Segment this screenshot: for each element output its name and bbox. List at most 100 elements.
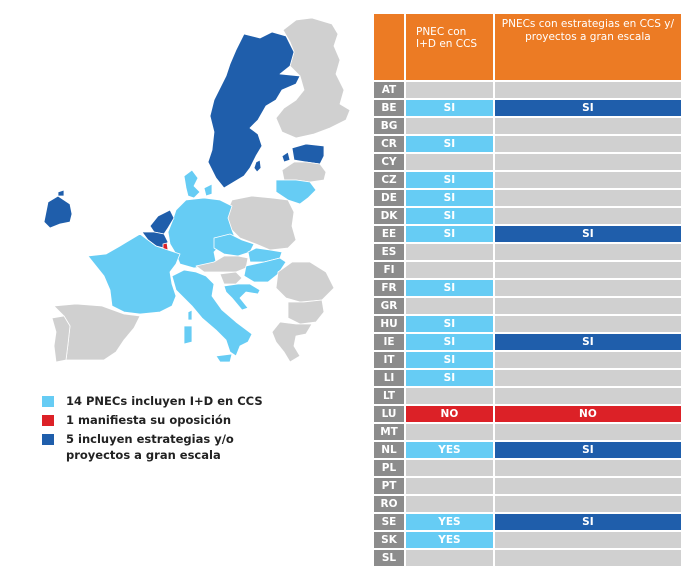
country-code: DE xyxy=(374,190,404,206)
strategies-ccs-cell xyxy=(494,118,681,134)
rd-ccs-cell: SI xyxy=(406,136,493,152)
rd-ccs-cell xyxy=(406,154,493,170)
country-code: ES xyxy=(374,244,404,260)
map-country-netherlands xyxy=(149,209,175,235)
map-country-slovakia xyxy=(247,247,283,263)
country-code: FI xyxy=(374,262,404,278)
country-code: EE xyxy=(374,226,404,242)
legend: 14 PNECs incluyen I+D en CCS 1 manifiest… xyxy=(42,393,272,466)
country-code: SE xyxy=(374,514,404,530)
map-country-austria xyxy=(195,255,249,273)
strategies-ccs-cell xyxy=(494,208,681,224)
legend-label: 5 incluyen estrategias y/o proyectos a g… xyxy=(66,432,234,462)
strategies-ccs-cell xyxy=(494,460,681,476)
eu-map xyxy=(43,17,351,363)
strategies-ccs-cell xyxy=(494,478,681,494)
strategies-ccs-cell: NO xyxy=(494,406,681,422)
country-code: BE xyxy=(374,100,404,116)
map-island-ireland-north xyxy=(57,189,65,197)
rd-ccs-cell xyxy=(406,244,493,260)
table-row: CZ SI xyxy=(374,172,681,188)
map-country-greece xyxy=(271,321,313,363)
map-island-sardinia xyxy=(183,325,193,345)
strategies-ccs-cell: SI xyxy=(494,226,681,242)
map-country-lithuania xyxy=(275,179,317,205)
table-row: CY xyxy=(374,154,681,170)
country-code: AT xyxy=(374,82,404,98)
rd-ccs-cell: SI xyxy=(406,190,493,206)
strategies-ccs-cell xyxy=(494,352,681,368)
rd-ccs-cell: SI xyxy=(406,280,493,296)
legend-swatch-red xyxy=(42,415,54,426)
table-row: IE SI SI xyxy=(374,334,681,350)
table-row: DK SI xyxy=(374,208,681,224)
table-row: ES xyxy=(374,244,681,260)
rd-ccs-cell xyxy=(406,262,493,278)
table-row: DE SI xyxy=(374,190,681,206)
map-country-portugal xyxy=(51,315,71,363)
rd-ccs-cell: SI xyxy=(406,352,493,368)
table-row: GR xyxy=(374,298,681,314)
map-country-bulgaria xyxy=(287,299,325,325)
table-row: BE SI SI xyxy=(374,100,681,116)
legend-item-red: 1 manifiesta su oposición xyxy=(42,412,272,428)
rd-ccs-cell xyxy=(406,298,493,314)
table-row: FR SI xyxy=(374,280,681,296)
table-row: NL YES SI xyxy=(374,442,681,458)
map-country-romania xyxy=(275,261,335,303)
rd-ccs-cell: SI xyxy=(406,208,493,224)
rd-ccs-cell xyxy=(406,550,493,566)
table-row: MT xyxy=(374,424,681,440)
map-country-sweden xyxy=(207,31,301,189)
strategies-ccs-cell xyxy=(494,244,681,260)
table-row: LT xyxy=(374,388,681,404)
country-code: LT xyxy=(374,388,404,404)
strategies-ccs-cell: SI xyxy=(494,514,681,530)
map-island-corsica xyxy=(187,309,193,321)
strategies-ccs-cell xyxy=(494,316,681,332)
legend-label: 1 manifiesta su oposición xyxy=(66,413,232,427)
table-row: LU NO NO xyxy=(374,406,681,422)
country-code: HU xyxy=(374,316,404,332)
country-code: CY xyxy=(374,154,404,170)
strategies-ccs-cell: SI xyxy=(494,442,681,458)
rd-ccs-cell: SI xyxy=(406,316,493,332)
rd-ccs-cell: SI xyxy=(406,334,493,350)
rd-ccs-cell: SI xyxy=(406,172,493,188)
strategies-ccs-cell xyxy=(494,370,681,386)
strategies-ccs-cell xyxy=(494,550,681,566)
strategies-ccs-cell: SI xyxy=(494,100,681,116)
country-code: IE xyxy=(374,334,404,350)
rd-ccs-cell: SI xyxy=(406,370,493,386)
table-row: PL xyxy=(374,460,681,476)
rd-ccs-cell: SI xyxy=(406,100,493,116)
rd-ccs-cell: YES xyxy=(406,532,493,548)
legend-label: 14 PNECs incluyen I+D en CCS xyxy=(66,394,263,408)
map-country-estonia xyxy=(291,143,325,165)
rd-ccs-cell: YES xyxy=(406,514,493,530)
table-row: CR SI xyxy=(374,136,681,152)
strategies-ccs-cell xyxy=(494,496,681,512)
rd-ccs-cell: YES xyxy=(406,442,493,458)
strategies-ccs-cell xyxy=(494,532,681,548)
rd-ccs-cell: SI xyxy=(406,226,493,242)
strategies-ccs-cell xyxy=(494,154,681,170)
country-code: IT xyxy=(374,352,404,368)
country-code: LU xyxy=(374,406,404,422)
strategies-ccs-cell xyxy=(494,280,681,296)
country-table: PNEC con I+D en CCS PNECs con estrategia… xyxy=(372,12,683,568)
country-code: PT xyxy=(374,478,404,494)
rd-ccs-cell xyxy=(406,118,493,134)
map-island-gotland xyxy=(253,159,262,173)
map-country-slovenia xyxy=(219,271,243,285)
table-row: FI xyxy=(374,262,681,278)
country-code: CR xyxy=(374,136,404,152)
table-header-row: PNEC con I+D en CCS PNECs con estrategia… xyxy=(374,14,681,80)
header-code xyxy=(374,14,404,80)
table-row: BG xyxy=(374,118,681,134)
map-country-italy xyxy=(171,269,253,357)
table-row: EE SI SI xyxy=(374,226,681,242)
country-code: NL xyxy=(374,442,404,458)
rd-ccs-cell xyxy=(406,478,493,494)
country-code: SL xyxy=(374,550,404,566)
